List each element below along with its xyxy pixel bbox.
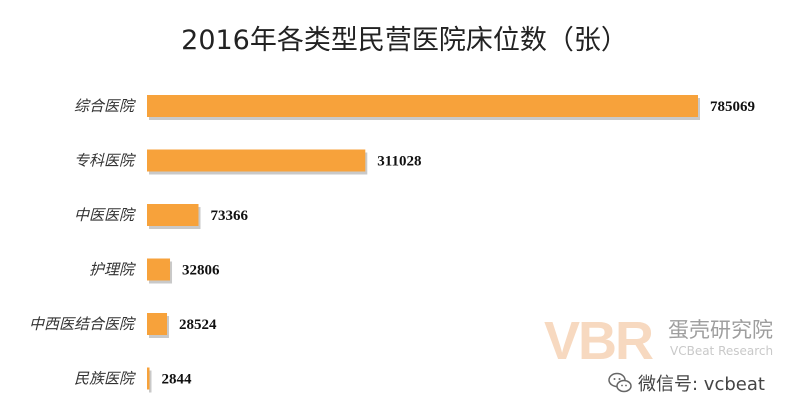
category-label: 护理院	[89, 261, 136, 279]
value-label: 28524	[179, 317, 217, 333]
value-label: 2844	[162, 372, 193, 388]
value-label: 311028	[377, 154, 421, 170]
bar-5	[147, 367, 150, 390]
category-label: 民族医院	[74, 370, 136, 388]
chart-title: 2016年各类型民营医院床位数（张）	[181, 25, 628, 56]
watermark-name-cn: 蛋壳研究院	[668, 318, 773, 342]
wechat-label: 微信号: vcbeat	[638, 374, 765, 395]
category-label: 中医医院	[74, 206, 136, 224]
watermark: VBR 蛋壳研究院 VCBeat Research 微信号: vcbeat	[540, 310, 805, 410]
category-label: 综合医院	[74, 97, 136, 115]
bar-3	[147, 258, 171, 281]
bar-shadow	[149, 370, 152, 393]
vbr-logo: VBR	[544, 311, 654, 371]
category-label: 专科医院	[74, 152, 136, 170]
bar-0	[147, 95, 698, 117]
value-label: 73366	[210, 208, 248, 224]
wechat-account: 微信号: vcbeat	[608, 370, 765, 396]
category-label: 中西医结合医院	[29, 315, 136, 333]
wechat-icon	[608, 372, 632, 393]
bar-4	[147, 313, 168, 335]
bar-1	[147, 149, 366, 172]
bar-2	[147, 204, 199, 226]
value-label: 32806	[182, 263, 220, 279]
value-label: 785069	[710, 99, 755, 115]
watermark-name-en: VCBeat Research	[670, 344, 774, 358]
